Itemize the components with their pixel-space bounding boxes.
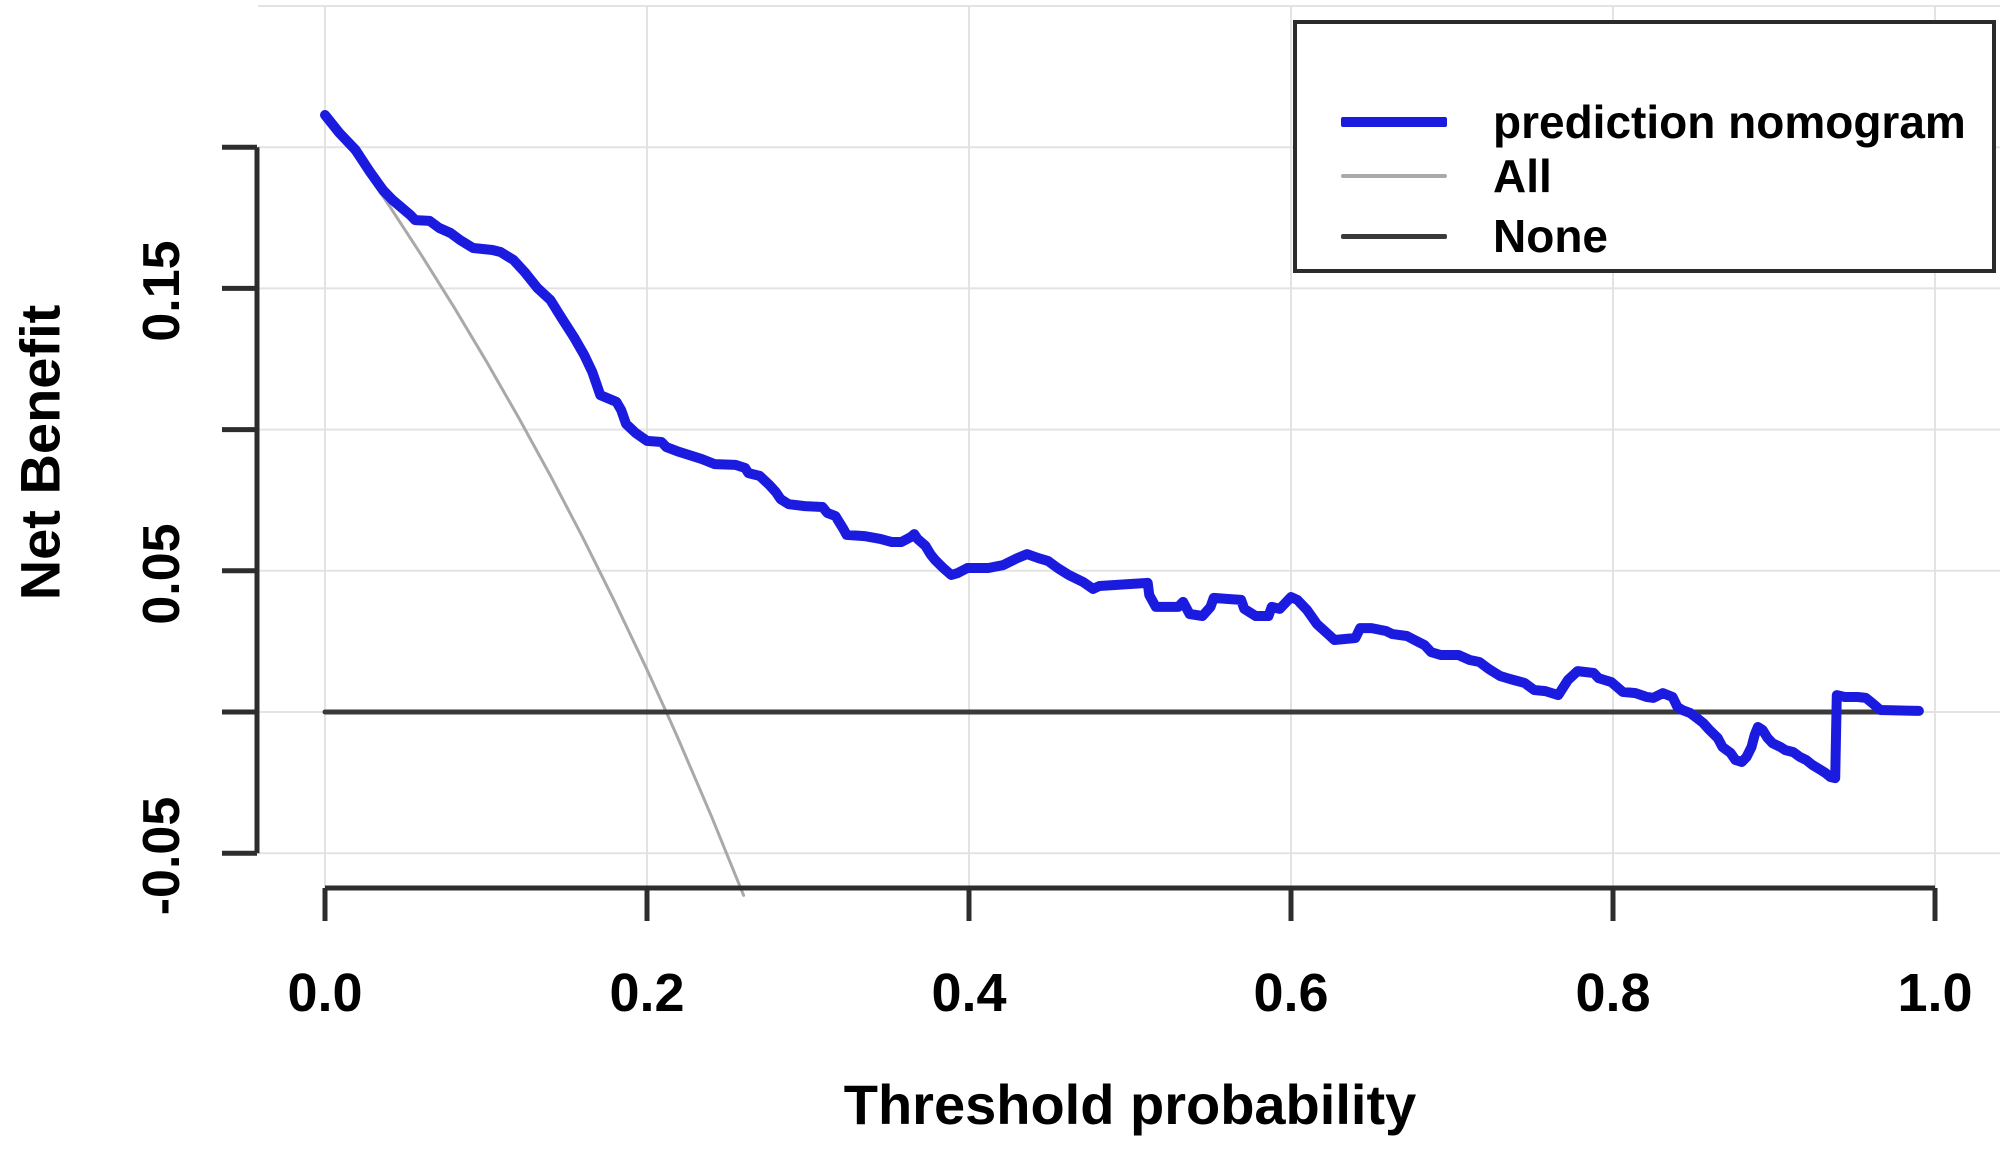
legend-row-prediction-nomogram: prediction nomogram	[1297, 95, 1992, 149]
legend-row-all: All	[1297, 149, 1992, 203]
axes	[222, 144, 1938, 921]
legend-label-prediction-nomogram: prediction nomogram	[1493, 96, 1966, 148]
x-tick-label-10: 1.0	[1897, 963, 1973, 1023]
series-line-prediction-nomogram	[320, 110, 1924, 784]
x-tick-label-02: 0.2	[609, 963, 685, 1023]
x-tick-label-04: 0.4	[931, 963, 1007, 1023]
series-line-all	[323, 111, 746, 897]
legend-label-none: None	[1493, 210, 1608, 262]
y-axis-title: Net Benefit	[8, 304, 72, 601]
legend: prediction nomogram All None	[1293, 20, 1996, 273]
prediction-nomogram-line-sample	[1341, 117, 1447, 127]
all-line-sample	[1341, 174, 1447, 178]
y-tick-label-neg005: -0.05	[133, 796, 191, 916]
data-series	[320, 110, 1924, 897]
legend-row-none: None	[1297, 209, 1992, 263]
legend-label-all: All	[1493, 150, 1552, 202]
x-tick-label-08: 0.8	[1575, 963, 1651, 1023]
x-tick-label-06: 0.6	[1253, 963, 1329, 1023]
y-tick-label-005: 0.05	[133, 523, 191, 625]
x-axis-title: Threshold probability	[843, 1073, 1417, 1136]
x-tick-label-00: 0.0	[287, 963, 363, 1023]
none-line-sample	[1341, 233, 1447, 239]
y-tick-label-015: 0.15	[133, 240, 191, 342]
